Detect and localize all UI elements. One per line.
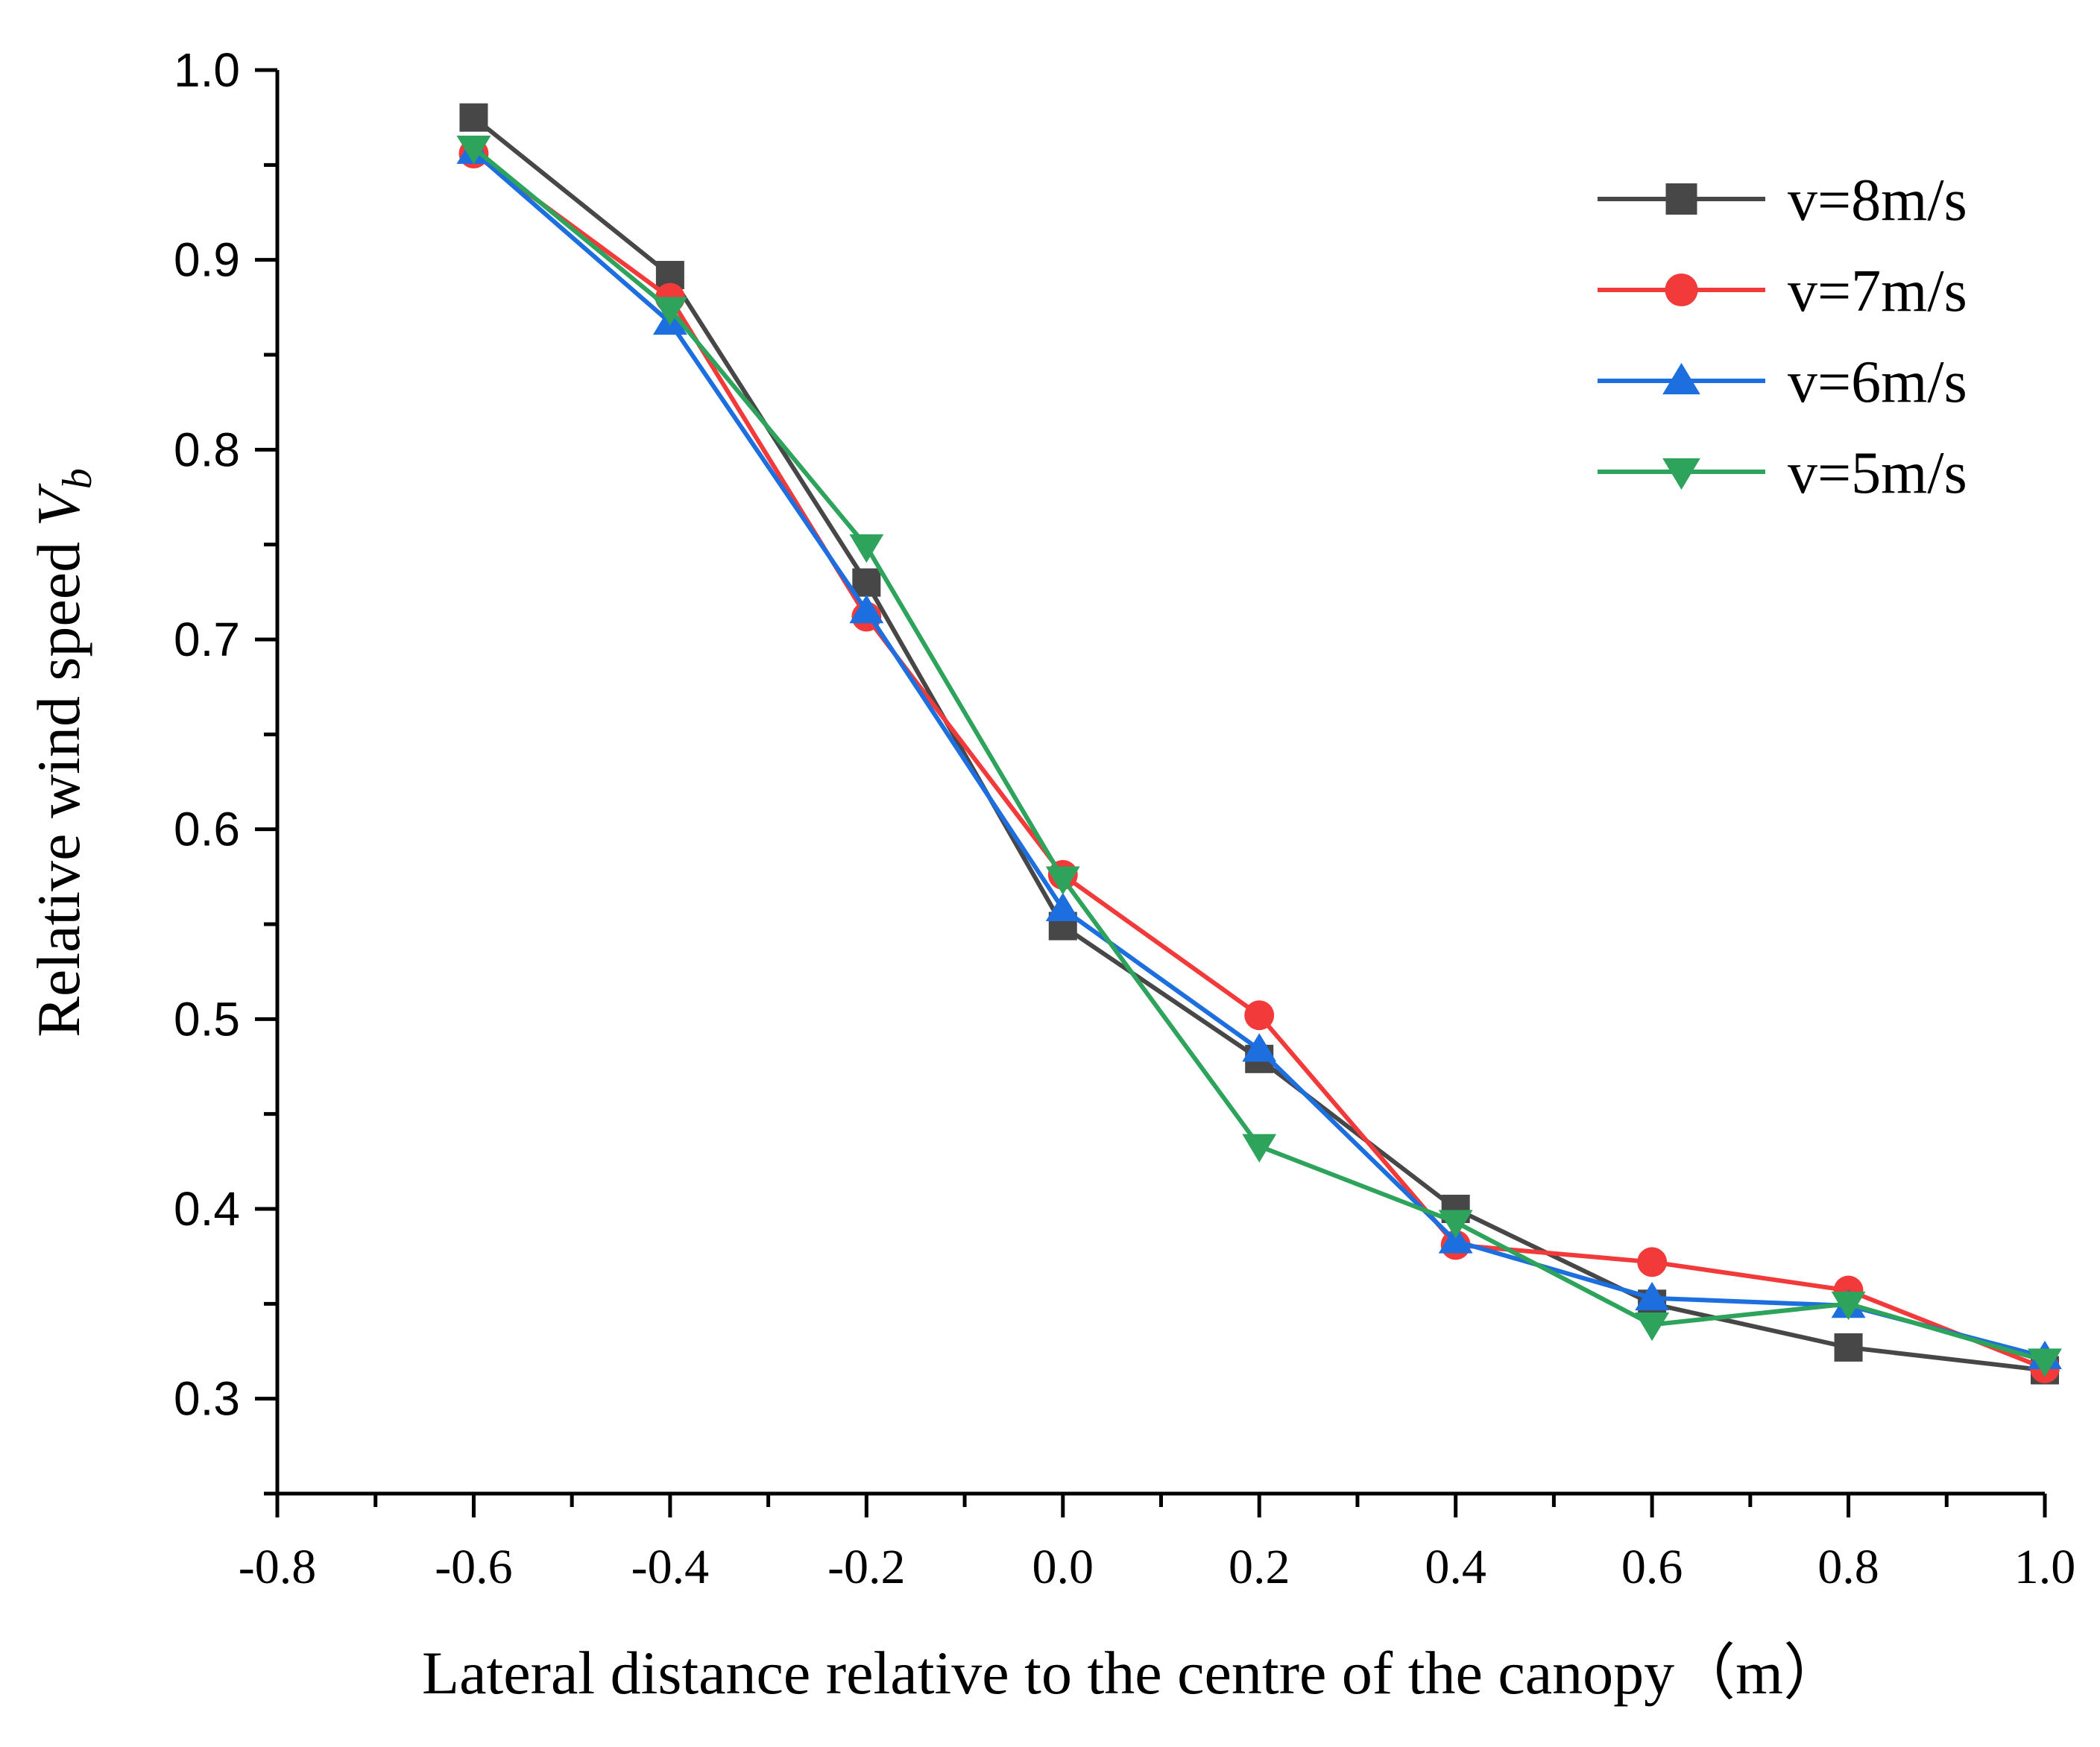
series-v-7m-s: [458, 139, 2060, 1383]
data-point: [652, 297, 687, 326]
legend-marker: [1665, 183, 1697, 215]
data-point: [456, 136, 491, 165]
y-tick-label: 0.6: [174, 803, 240, 856]
legend-label: v=7m/s: [1788, 259, 1967, 324]
data-point: [1635, 1312, 1670, 1342]
series-v-6m-s: [456, 135, 2062, 1370]
y-tick-label: 0.7: [174, 613, 240, 666]
x-tick-label: 0.6: [1621, 1540, 1683, 1594]
y-tick-label: 0.4: [174, 1182, 240, 1236]
data-point: [1244, 1000, 1275, 1031]
y-axis-title-main: Relative wind speed: [25, 526, 92, 1037]
data-point: [1831, 1291, 1866, 1321]
x-tick-label: -0.4: [631, 1540, 709, 1594]
y-tick-label: 0.3: [174, 1372, 240, 1426]
x-tick-label: -0.8: [239, 1540, 316, 1594]
x-tick-label: -0.6: [435, 1540, 512, 1594]
x-tick-label: 0.2: [1229, 1540, 1290, 1594]
data-point: [1834, 1333, 1863, 1362]
y-axis-title: Relative wind speed Vb: [25, 468, 101, 1037]
series-line: [472, 146, 2046, 1363]
y-tick-label: 0.9: [174, 233, 240, 287]
data-point: [459, 103, 488, 132]
legend-marker: [1665, 273, 1698, 307]
data-point: [1637, 1247, 1668, 1277]
y-axis-title-symbol: V: [25, 483, 92, 526]
series-layer: [456, 103, 2062, 1385]
data-point: [1242, 1134, 1277, 1163]
x-tick-label: 0.8: [1817, 1540, 1879, 1594]
data-point: [1045, 866, 1080, 895]
data-point: [1438, 1225, 1473, 1254]
data-point: [1045, 892, 1080, 922]
legend-item: v=5m/s: [1598, 440, 1967, 506]
y-tick-label: 1.0: [174, 43, 240, 97]
legend-label: v=6m/s: [1788, 350, 1967, 415]
legend-item: v=8m/s: [1598, 168, 1967, 233]
legend: v=8m/s v=7m/s v=6m/s v=5m/s: [1598, 168, 1967, 506]
axes: -0.8 -0.6 -0.4 -0.2 0.0 0.2 0.4 0.6 0.8 1.0 0.3 0.4…: [174, 43, 2075, 1594]
data-point: [1438, 1210, 1473, 1239]
series-v-5m-s: [456, 136, 2062, 1377]
legend-marker: [1662, 362, 1700, 395]
y-tick-label: 0.5: [174, 992, 240, 1046]
data-point: [849, 594, 884, 624]
x-axis-title: Lateral distance relative to the centre …: [422, 1639, 1844, 1707]
legend-item: v=6m/s: [1598, 350, 1967, 415]
data-point: [849, 534, 884, 563]
data-point: [1242, 1033, 1277, 1062]
data-point: [852, 568, 881, 597]
legend-label: v=8m/s: [1788, 168, 1967, 233]
legend-item: v=7m/s: [1598, 259, 1967, 324]
data-point: [2028, 1348, 2062, 1377]
x-tick-label: 0.4: [1425, 1540, 1486, 1594]
x-tick-label: 0.0: [1032, 1540, 1094, 1594]
y-tick-label: 0.8: [174, 423, 240, 476]
x-tick-label: 1.0: [2014, 1540, 2076, 1594]
y-axis-title-subscript: b: [54, 468, 101, 489]
legend-label: v=5m/s: [1788, 440, 1967, 506]
data-point: [1635, 1281, 1670, 1311]
legend-marker: [1662, 458, 1700, 490]
x-tick-label: -0.2: [827, 1540, 905, 1594]
